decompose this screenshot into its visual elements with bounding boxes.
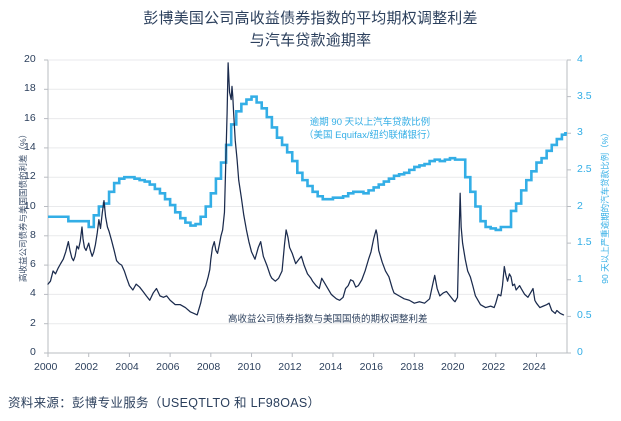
y2-axis-tick-0.5: 0.5 <box>577 309 592 322</box>
y2-axis-tick-3.5: 3.5 <box>577 89 592 102</box>
gridlines <box>48 59 567 354</box>
axis-ticks <box>44 59 571 357</box>
x-axis-tick-2014: 2014 <box>318 361 343 373</box>
annotation-auto-loan-line1: 逾期 90 天以上汽车贷款比例 <box>309 117 431 128</box>
annotation-auto-loan-line2: （美国 Equifax/纽约联储银行） <box>304 130 436 141</box>
y-axis-tick-12: 12 <box>24 170 36 183</box>
x-axis-tick-2010: 2010 <box>237 361 261 373</box>
x-axis-tick-2006: 2006 <box>156 361 180 373</box>
y2-axis-tick-0: 0 <box>577 346 583 358</box>
y-axis-tick-16: 16 <box>24 111 36 124</box>
y2-axis-tick-1.5: 1.5 <box>577 236 592 249</box>
x-axis-tick-2018: 2018 <box>400 361 424 373</box>
x-axis-tick-2008: 2008 <box>196 361 221 373</box>
x-axis-tick-2000: 2000 <box>34 361 58 373</box>
series-high-yield-spread-line <box>47 62 565 316</box>
x-axis-tick-2002: 2002 <box>74 361 99 373</box>
x-axis-tick-2012: 2012 <box>278 361 302 373</box>
y-axis-tick-6: 6 <box>30 258 36 271</box>
right-axis-title: 90 天以上严重逾期的汽车贷款比例（%） <box>600 128 610 284</box>
y2-axis-tick-4: 4 <box>577 53 583 65</box>
annotation-high-yield-spread: 高收益公司债券指数与美国国债的期权调整利差 <box>228 314 428 325</box>
y-axis-tick-10: 10 <box>24 199 36 212</box>
y-axis-tick-4: 4 <box>30 287 36 300</box>
title-line-2: 与汽车贷款逾期率 <box>249 32 372 49</box>
y2-axis-tick-2: 2 <box>577 199 583 212</box>
title-line-1: 彭博美国公司高收益债券指数的平均期权调整利差 <box>143 10 478 27</box>
series-auto-loan-delinquency-line <box>48 95 567 232</box>
x-axis-tick-2016: 2016 <box>359 361 383 373</box>
page-title: 彭博美国公司高收益债券指数的平均期权调整利差 与汽车贷款逾期率 <box>0 8 621 52</box>
y-axis-tick-8: 8 <box>30 228 36 241</box>
axis-lines <box>47 59 568 354</box>
annotation-auto-loan: 逾期 90 天以上汽车贷款比例 （美国 Equifax/纽约联储银行） <box>304 116 436 142</box>
y-axis-tick-2: 2 <box>30 316 36 329</box>
x-axis-tick-2024: 2024 <box>522 361 546 373</box>
y2-axis-tick-1: 1 <box>577 272 583 285</box>
left-axis-title: 高收益公司债券与美国国债的利差（%） <box>18 129 28 283</box>
y-axis-tick-14: 14 <box>24 140 36 153</box>
y-axis-tick-20: 20 <box>24 53 36 65</box>
y-axis-tick-18: 18 <box>24 82 36 95</box>
y-axis-tick-0: 0 <box>30 346 36 358</box>
x-axis-tick-2004: 2004 <box>115 361 139 373</box>
y2-axis-tick-3: 3 <box>577 126 583 139</box>
y2-axis-tick-2.5: 2.5 <box>577 162 592 175</box>
x-axis-tick-2022: 2022 <box>481 361 506 373</box>
x-axis-tick-2020: 2020 <box>441 361 465 373</box>
source-note: 资料来源：彭博专业服务（USEQTLTO 和 LF98OAS） <box>8 396 321 410</box>
